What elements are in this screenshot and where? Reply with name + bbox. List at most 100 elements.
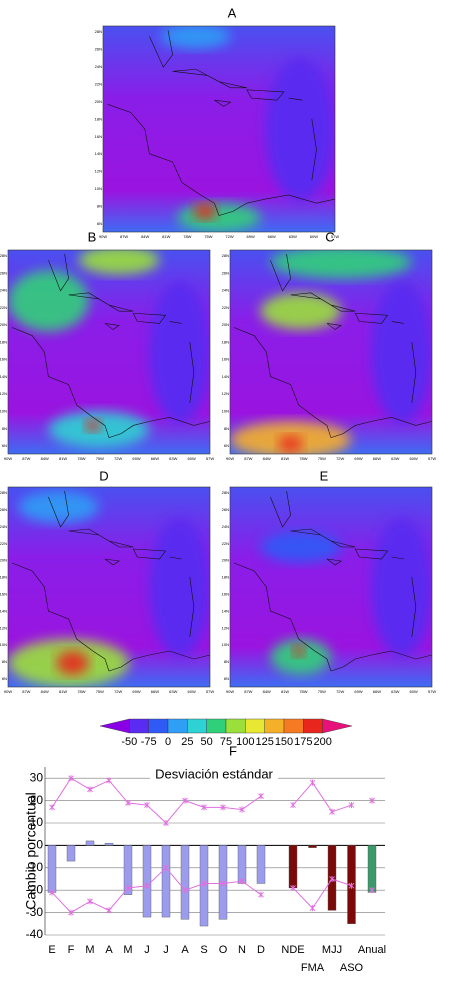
std-marker [163, 864, 169, 871]
std-marker [348, 802, 355, 809]
map-y-tick: 8N [224, 426, 229, 431]
std-marker [290, 802, 296, 809]
y-tick-label: -40 [26, 927, 44, 941]
map-panel: A 90W 87W 84W 81W 78W 75W 72W 69W 66W 63W 60W 57W 6N 8… [95, 5, 340, 239]
bar [367, 845, 377, 893]
map-x-tick: 72W [114, 456, 122, 461]
map-y-tick: 28N [0, 490, 7, 495]
x-tick-label: Anual [358, 944, 386, 956]
map-x-tick: 78W [183, 234, 191, 239]
std-marker [348, 882, 355, 889]
map-x-tick: 75W [96, 456, 104, 461]
map-y-tick: 12N [0, 625, 7, 630]
map-x-tick: 84W [41, 689, 49, 694]
colorbar-cell [322, 718, 353, 734]
std-marker [125, 884, 131, 891]
map-x-tick: 87W [244, 456, 252, 461]
map-y-tick: 6N [2, 676, 7, 681]
field-spot [177, 203, 261, 232]
map-x-tick: 81W [59, 456, 67, 461]
field-spot [84, 419, 101, 432]
bar [161, 845, 171, 918]
map-y-tick: 10N [0, 409, 7, 414]
map-y-tick: 26N [0, 507, 7, 512]
map-y-tick: 12N [222, 625, 229, 630]
map-y-tick: 24N [0, 524, 7, 529]
map-y-tick: 14N [0, 608, 7, 613]
map-x-tick: 78W [77, 689, 85, 694]
map-y-tick: 28N [222, 253, 229, 258]
std-marker [220, 880, 226, 887]
map-x-tick: 84W [263, 456, 271, 461]
y-tick-label: -20 [26, 882, 44, 896]
map-x-tick: 57W [206, 689, 214, 694]
map-y-tick: 8N [224, 659, 229, 664]
map-y-tick: 24N [95, 64, 102, 69]
map-frame [229, 486, 433, 688]
map-x-tick: 63W [169, 689, 177, 694]
colorbar-cell [303, 718, 323, 734]
colorbar-cell [283, 718, 304, 734]
map-frame [229, 249, 433, 455]
colorbar-label: 150 [275, 736, 293, 748]
chart-title: F [229, 743, 237, 758]
std-marker [369, 797, 375, 804]
bar [47, 845, 57, 893]
field-spot [270, 639, 332, 675]
map-y-tick: 22N [222, 305, 229, 310]
field-spot [48, 411, 150, 448]
map-x-tick: 57W [428, 689, 436, 694]
panel-title: B [88, 229, 97, 244]
map-x-tick: 81W [281, 456, 289, 461]
colorbar-cell [206, 718, 227, 734]
map-x-tick: 63W [391, 456, 399, 461]
colorbar-cell [167, 718, 188, 734]
map-x-tick: 75W [318, 689, 326, 694]
coastline [234, 491, 432, 671]
map-x-tick: 87W [22, 456, 30, 461]
map-x-tick: 90W [226, 689, 234, 694]
coastline [12, 491, 210, 671]
map-y-tick: 20N [0, 558, 7, 563]
field-spot [270, 250, 412, 279]
field-spot [56, 651, 89, 675]
x-tick-label: E [48, 944, 55, 956]
map-y-tick: 6N [2, 443, 7, 448]
std-marker [329, 808, 335, 815]
annotation-bg [150, 768, 278, 782]
map-x-tick: 90W [99, 234, 107, 239]
map-x-tick: 78W [299, 456, 307, 461]
field-spot [292, 645, 305, 657]
std-marker [309, 779, 316, 786]
x-tick-label: FMA [301, 962, 325, 974]
std-marker [144, 802, 150, 809]
map-x-tick: 57W [428, 456, 436, 461]
map-x-tick: 69W [132, 689, 140, 694]
map-y-tick: 22N [95, 81, 102, 86]
x-tick-label: J [144, 944, 150, 956]
map-panel: C 90W 87W 84W 81W 78W 75W 72W 69W 66W 63W 60W 57W 6N 8… [222, 229, 437, 461]
std-marker [220, 804, 226, 811]
map-panel: D 90W 87W 84W 81W 78W 75W 72W 69W 66W 63W 60W 57W 6N 8… [0, 468, 214, 694]
map-y-tick: 20N [222, 322, 229, 327]
map-y-tick: 16N [0, 592, 7, 597]
edge-blue [371, 517, 432, 657]
map-y-tick: 8N [2, 659, 7, 664]
bar [288, 845, 298, 889]
colorbar-label: 50 [201, 736, 213, 748]
map-y-tick: 24N [0, 288, 7, 293]
map-y-tick: 12N [95, 169, 102, 174]
std-marker [201, 880, 207, 887]
map-x-tick: 60W [410, 689, 418, 694]
field-spot [161, 26, 231, 49]
map-x-tick: 69W [132, 456, 140, 461]
y-tick-label: -10 [26, 860, 44, 874]
y-tick-label: 10 [30, 815, 44, 829]
std-line [292, 878, 352, 909]
edge-blue [149, 280, 210, 424]
map-y-tick: 8N [97, 204, 102, 209]
map-x-tick: 87W [120, 234, 128, 239]
colorbar-cell [245, 718, 265, 734]
map-panel: E 90W 87W 84W 81W 78W 75W 72W 69W 66W 63W 60W 57W 6N 8… [222, 468, 437, 694]
